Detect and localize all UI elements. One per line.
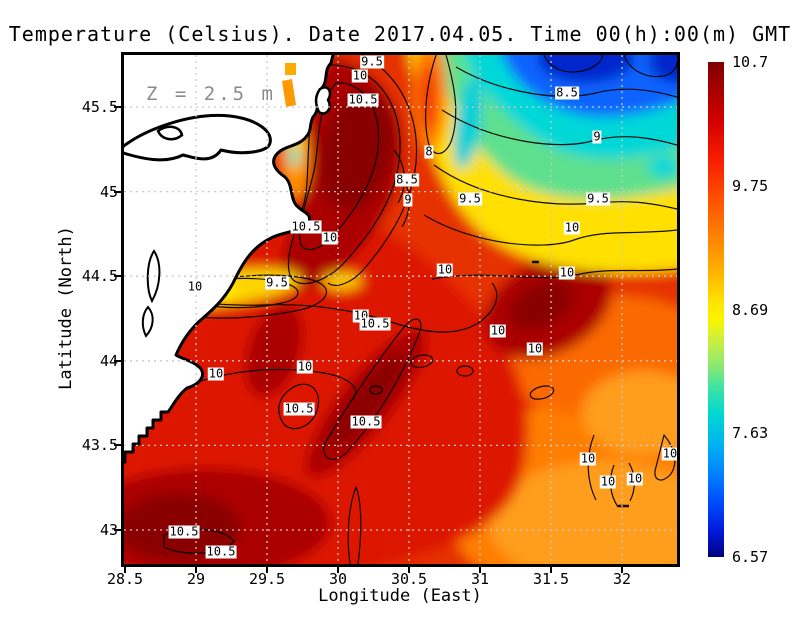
contour-label: 9.5 — [458, 191, 482, 206]
contour-label: 9 — [592, 129, 602, 144]
inland-lake-1 — [146, 249, 161, 304]
colorbar — [708, 62, 724, 557]
temperature-map-svg — [124, 55, 677, 564]
x-tick-mark — [195, 567, 197, 573]
contour-label: 8 — [424, 144, 434, 159]
contour-label: 10.5 — [347, 92, 379, 107]
contour-label: 10 — [599, 474, 617, 489]
colorbar-tick-label: 7.63 — [732, 424, 769, 442]
x-tick-mark — [124, 567, 126, 573]
contour-label: 10.5 — [350, 414, 382, 429]
contour-label: 10 — [526, 341, 544, 356]
contour-label: 10.5 — [359, 316, 391, 331]
y-tick-mark — [114, 529, 121, 531]
contour-label: 10 — [489, 323, 507, 338]
contour-label: 10.5 — [283, 401, 315, 416]
y-tick-label: 43.5 — [81, 436, 118, 454]
y-tick-mark — [114, 275, 121, 277]
x-tick-label: 31.5 — [532, 570, 570, 588]
lagoon-outline — [124, 113, 272, 162]
x-tick-label: 31 — [470, 570, 490, 588]
contour-label: 10 — [321, 230, 339, 245]
y-tick-mark — [114, 106, 121, 108]
contour-label: 10 — [626, 471, 644, 486]
contour-label: 9.5 — [265, 275, 289, 290]
y-tick-mark — [114, 191, 121, 193]
contour-label: 8.5 — [395, 172, 419, 187]
map-plot: Z = 2.5 m 9.5 10 10.5 8.5 9 8 8.5 9 9.5 9.5 10 10.5… — [121, 52, 680, 567]
contour-label: 10 — [296, 359, 314, 374]
coastline-land — [124, 55, 335, 464]
contour-label: 10 — [207, 366, 225, 381]
grid-lines — [124, 55, 677, 564]
contour-label: 10 — [351, 68, 369, 83]
delta-channel-2 — [282, 79, 296, 107]
x-tick-mark — [337, 567, 339, 573]
colorbar-tick-label: 8.69 — [732, 301, 769, 319]
y-tick-mark — [114, 444, 121, 446]
x-tick-mark — [266, 567, 268, 573]
x-tick-label: 32 — [612, 570, 632, 588]
x-tick-mark — [621, 567, 623, 573]
contour-label: 10 — [436, 262, 454, 277]
y-tick-label: 44 — [99, 352, 118, 370]
colorbar-tick-label: 6.57 — [732, 548, 769, 566]
y-tick-label: 44.5 — [81, 267, 118, 285]
x-tick-mark — [550, 567, 552, 573]
lagoon-inner-detail — [156, 125, 184, 141]
contour-label: 10.5 — [290, 219, 322, 234]
x-tick-mark — [408, 567, 410, 573]
contour-label: 10 — [661, 446, 678, 461]
y-tick-label: 45.5 — [81, 98, 118, 116]
inland-lake-2 — [141, 305, 154, 338]
contour-label: 8.5 — [555, 85, 579, 100]
depth-annotation: Z = 2.5 m — [146, 83, 276, 105]
x-tick-label: 30 — [328, 570, 348, 588]
contour-label: 10 — [186, 279, 204, 294]
x-tick-mark — [479, 567, 481, 573]
contour-label: 10.5 — [168, 524, 200, 539]
colorbar-tick-label: 10.7 — [732, 53, 769, 71]
x-tick-label: 30.5 — [390, 570, 428, 588]
contour-label: 9.5 — [586, 191, 610, 206]
colorbar-tick-label: 9.75 — [732, 177, 769, 195]
x-axis-title: Longitude (East) — [318, 586, 482, 606]
contour-label: 10.5 — [205, 544, 237, 559]
y-tick-mark — [114, 360, 121, 362]
contour-label: 9 — [403, 192, 413, 207]
delta-channel — [285, 63, 296, 75]
plot-title: Temperature (Celsius). Date 2017.04.05. … — [8, 22, 792, 46]
x-tick-label: 29 — [186, 570, 206, 588]
delta-island — [314, 86, 332, 115]
y-tick-label: 43 — [99, 521, 118, 539]
contour-label: 10 — [579, 451, 597, 466]
contour-label: 10 — [563, 220, 581, 235]
y-tick-label: 45 — [99, 183, 118, 201]
temperature-contours — [124, 55, 677, 564]
contour-label: 10 — [558, 265, 576, 280]
x-tick-label: 28.5 — [106, 570, 144, 588]
y-axis-title: Latitude (North) — [56, 226, 76, 390]
x-tick-label: 29.5 — [248, 570, 286, 588]
contour-label: 9.5 — [360, 54, 384, 69]
